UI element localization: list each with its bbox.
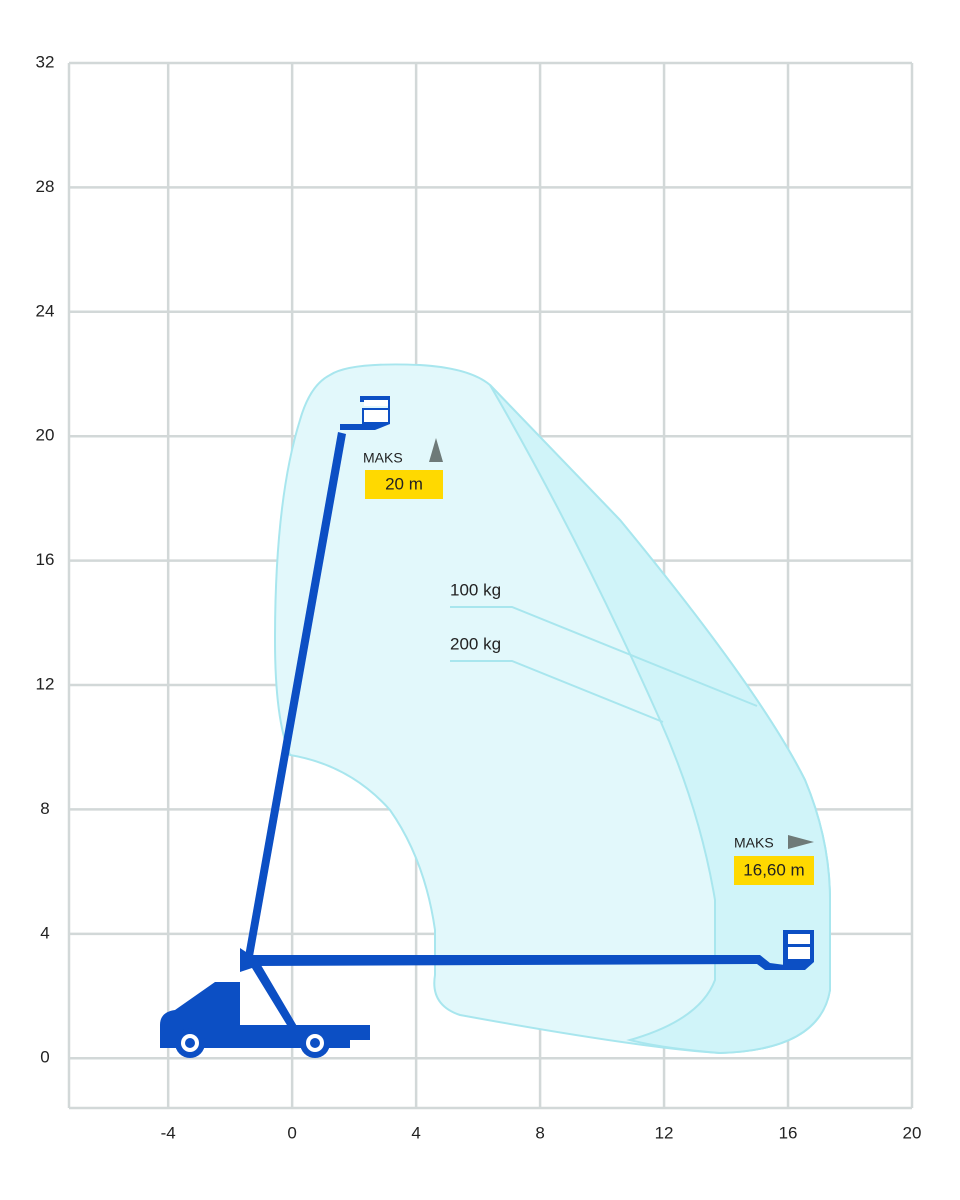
label-box bbox=[365, 470, 443, 499]
annotation: 16,60 m bbox=[743, 860, 804, 879]
x-tick-label: 0 bbox=[287, 1123, 296, 1142]
platform-truck bbox=[160, 396, 814, 1058]
arrow-right bbox=[788, 835, 814, 849]
x-tick-label: 12 bbox=[655, 1123, 674, 1142]
y-tick-label: 8 bbox=[40, 799, 49, 818]
leader-line bbox=[450, 606, 758, 707]
annotation: MAKS bbox=[363, 450, 403, 466]
x-tick-label: 16 bbox=[779, 1123, 798, 1142]
y-tick-label: 24 bbox=[36, 301, 55, 320]
x-tick-label: 20 bbox=[903, 1123, 922, 1142]
y-tick-label: 12 bbox=[36, 675, 55, 694]
x-tick-label: 8 bbox=[535, 1123, 544, 1142]
y-tick-label: 4 bbox=[40, 923, 49, 942]
annotation: 200 kg bbox=[450, 634, 501, 653]
y-tick-label: 20 bbox=[36, 426, 55, 445]
x-tick-label: -4 bbox=[161, 1123, 176, 1142]
y-tick-label: 32 bbox=[36, 52, 55, 71]
annotation: MAKS bbox=[734, 835, 774, 851]
annotation: 20 m bbox=[385, 474, 423, 493]
envelope-inner-band bbox=[489, 384, 831, 1055]
y-tick-label: 16 bbox=[36, 550, 55, 569]
y-tick-label: 0 bbox=[40, 1048, 49, 1067]
leader-line bbox=[450, 660, 664, 723]
arrow-up bbox=[429, 438, 443, 462]
x-tick-label: 4 bbox=[411, 1123, 420, 1142]
annotation: 100 kg bbox=[450, 580, 501, 599]
y-tick-label: 28 bbox=[36, 177, 55, 196]
label-box bbox=[734, 856, 814, 885]
